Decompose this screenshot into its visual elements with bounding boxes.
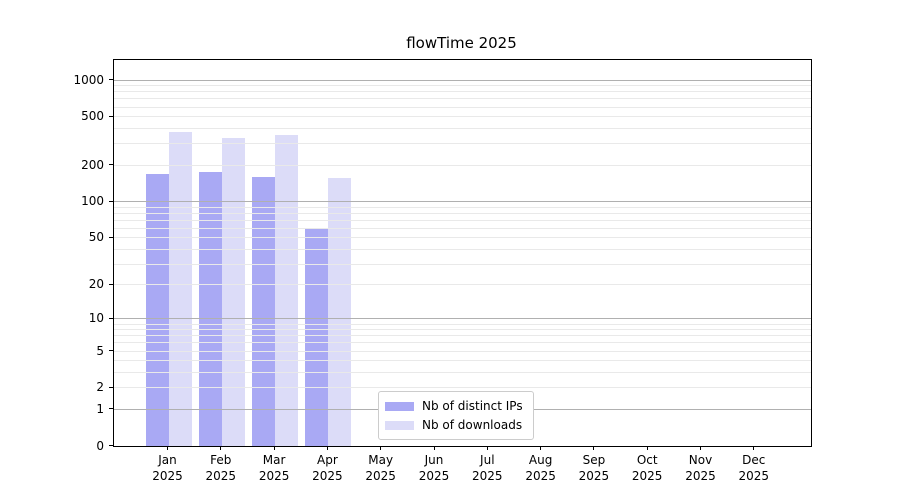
bar-nb-of-downloads-mar xyxy=(275,134,299,446)
y-tick-label-200: 200 xyxy=(81,157,104,172)
x-tick-mark-apr xyxy=(326,446,328,450)
x-tick-mark-aug xyxy=(540,446,542,450)
minor-gridline-90 xyxy=(114,206,811,208)
x-tick-label-jun: Jun 2025 xyxy=(418,453,450,483)
minor-gridline-5 xyxy=(114,350,811,352)
minor-gridline-6 xyxy=(114,342,811,344)
chart-title: flowTime 2025 xyxy=(406,34,517,52)
bar-nb-of-distinct-ips-feb xyxy=(198,172,222,446)
plot-area xyxy=(113,59,812,447)
x-tick-label-aug: Aug 2025 xyxy=(525,453,556,483)
y-tick-label-100: 100 xyxy=(81,194,104,209)
minor-gridline-8 xyxy=(114,329,811,331)
x-tick-label-jan: Jan 2025 xyxy=(152,453,183,483)
x-tick-mark-feb xyxy=(220,446,222,450)
minor-gridline-500 xyxy=(114,116,811,118)
y-tick-label-10: 10 xyxy=(88,311,104,326)
minor-gridline-40 xyxy=(114,248,811,250)
legend-item-1: Nb of downloads xyxy=(385,417,523,433)
minor-gridline-300 xyxy=(114,143,811,145)
y-tick-mark-200 xyxy=(109,164,113,166)
minor-gridline-200 xyxy=(114,164,811,166)
minor-gridline-9 xyxy=(114,323,811,325)
minor-gridline-80 xyxy=(114,212,811,214)
x-tick-label-may: May 2025 xyxy=(365,453,396,483)
x-tick-mark-sep xyxy=(593,446,595,450)
x-tick-label-nov: Nov 2025 xyxy=(685,453,716,483)
legend-label: Nb of distinct IPs xyxy=(422,399,523,413)
y-tick-label-1: 1 xyxy=(96,401,104,416)
y-tick-mark-1000 xyxy=(109,79,113,81)
x-tick-mark-nov xyxy=(700,446,701,450)
legend-swatch-icon xyxy=(385,420,414,430)
x-tick-mark-mar xyxy=(273,446,275,450)
bar-nb-of-downloads-jan xyxy=(168,131,192,446)
y-tick-label-0: 0 xyxy=(96,438,104,453)
minor-gridline-900 xyxy=(114,85,811,87)
bar-nb-of-downloads-apr xyxy=(328,178,352,446)
bar-nb-of-distinct-ips-mar xyxy=(252,176,276,446)
minor-gridline-20 xyxy=(114,284,811,286)
minor-gridline-2 xyxy=(114,387,811,389)
major-gridline-100 xyxy=(114,201,811,203)
y-tick-mark-500 xyxy=(109,115,113,117)
bar-nb-of-downloads-feb xyxy=(221,137,245,446)
bar-nb-of-distinct-ips-jan xyxy=(145,173,169,446)
legend-swatch-icon xyxy=(385,401,414,411)
x-tick-mark-dec xyxy=(753,446,755,450)
y-tick-label-500: 500 xyxy=(81,109,104,124)
x-tick-label-mar: Mar 2025 xyxy=(258,453,290,483)
x-tick-label-apr: Apr 2025 xyxy=(312,453,343,483)
y-tick-mark-100 xyxy=(109,200,113,202)
minor-gridline-800 xyxy=(114,91,811,93)
y-tick-mark-20 xyxy=(109,283,113,285)
x-tick-label-feb: Feb 2025 xyxy=(205,453,237,483)
y-tick-label-20: 20 xyxy=(88,277,104,292)
minor-gridline-600 xyxy=(114,106,811,108)
major-gridline-1000 xyxy=(114,79,811,81)
minor-gridline-70 xyxy=(114,219,811,221)
x-tick-label-oct: Oct 2025 xyxy=(631,453,663,483)
y-tick-label-5: 5 xyxy=(96,343,104,358)
y-tick-mark-2 xyxy=(109,386,113,388)
y-tick-mark-50 xyxy=(109,236,113,238)
bar-nb-of-distinct-ips-apr xyxy=(305,228,329,446)
legend: Nb of distinct IPs Nb of downloads xyxy=(378,391,534,440)
y-tick-label-1000: 1000 xyxy=(73,72,104,87)
x-tick-label-sep: Sep 2025 xyxy=(578,453,610,483)
major-gridline-10 xyxy=(114,318,811,320)
x-tick-mark-oct xyxy=(646,446,648,450)
x-tick-mark-jun xyxy=(433,446,435,450)
x-tick-mark-may xyxy=(380,446,382,450)
minor-gridline-60 xyxy=(114,227,811,229)
minor-gridline-4 xyxy=(114,360,811,362)
y-tick-label-50: 50 xyxy=(88,230,104,245)
minor-gridline-50 xyxy=(114,237,811,239)
legend-item-0: Nb of distinct IPs xyxy=(385,398,523,414)
x-tick-mark-jul xyxy=(486,446,488,450)
y-tick-label-2: 2 xyxy=(96,380,104,395)
minor-gridline-30 xyxy=(114,263,811,265)
minor-gridline-3 xyxy=(114,372,811,374)
legend-label: Nb of downloads xyxy=(422,418,523,432)
y-tick-mark-10 xyxy=(109,317,113,319)
x-tick-label-jul: Jul 2025 xyxy=(472,453,503,483)
y-tick-mark-5 xyxy=(109,350,113,352)
minor-gridline-700 xyxy=(114,98,811,100)
minor-gridline-7 xyxy=(114,335,811,337)
y-tick-mark-1 xyxy=(109,408,113,410)
x-tick-label-dec: Dec 2025 xyxy=(738,453,770,483)
minor-gridline-400 xyxy=(114,127,811,129)
x-tick-mark-jan xyxy=(167,446,168,450)
y-tick-mark-0 xyxy=(109,445,113,446)
